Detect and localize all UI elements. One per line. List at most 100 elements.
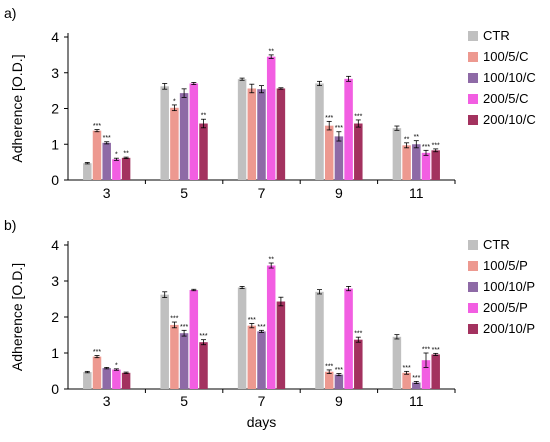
bar-ctr-day-9: [315, 83, 324, 180]
x-tick-label: 11: [409, 185, 424, 201]
x-tick-label: 3: [103, 393, 111, 409]
chart-panel-b: b)Adherence [O.D.]012343****5*********7*…: [4, 217, 535, 430]
legend-swatch: [468, 261, 478, 271]
bar-ctr-day-5: [160, 294, 169, 389]
significance-label: ***: [170, 316, 178, 323]
bar-200-5-p-day-7: [266, 265, 276, 389]
bar-100-10-p-day-11: [412, 382, 421, 389]
bar-200-5-c-day-9: [344, 78, 353, 180]
bar-100-10-c-day-3: [102, 142, 111, 180]
bar-ctr-day-5: [160, 86, 169, 180]
bar-100-5-c-day-3: [92, 130, 102, 180]
x-tick-label: 7: [258, 393, 266, 409]
bar-100-5-c-day-11: [402, 145, 411, 180]
x-tick-label: 5: [180, 393, 188, 409]
bar-ctr-day-11: [392, 128, 402, 180]
significance-label: ***: [325, 363, 333, 370]
bar-200-10-c-day-5: [199, 123, 208, 180]
x-tick-label: 7: [258, 185, 266, 201]
bar-100-10-c-day-9: [334, 136, 344, 180]
significance-label: ***: [325, 115, 333, 122]
significance-label: ***: [403, 365, 411, 372]
legend-entry: 200/10/C: [483, 112, 536, 127]
bar-200-10-p-day-3: [121, 372, 131, 389]
bar-200-5-c-day-11: [421, 152, 431, 180]
legend: CTR 100/5/C 100/10/C 200/5/C 200/10/C: [468, 28, 536, 127]
y-tick-label: 2: [51, 101, 59, 117]
y-tick-label: 1: [51, 136, 59, 152]
legend-entry: 200/5/P: [483, 300, 528, 315]
y-axis-label: Adherence [O.D.]: [9, 54, 25, 162]
significance-label: ***: [248, 317, 256, 324]
bar-ctr-day-7: [237, 79, 247, 180]
y-tick-label: 4: [51, 29, 59, 45]
significance-label: ***: [335, 125, 343, 132]
y-tick-label: 0: [51, 172, 59, 188]
bar-200-5-p-day-9: [344, 288, 353, 389]
bar-200-5-p-day-5: [189, 290, 199, 389]
bar-ctr-day-7: [237, 287, 247, 389]
x-tick-label: 9: [335, 185, 343, 201]
bar-200-5-c-day-5: [189, 83, 199, 180]
significance-label: **: [404, 136, 410, 143]
significance-label: **: [123, 151, 129, 158]
bar-100-10-c-day-7: [257, 89, 266, 180]
bar-100-5-p-day-11: [402, 372, 411, 389]
x-axis-label: days: [247, 414, 277, 430]
legend-entry: 200/5/C: [483, 91, 529, 106]
x-tick-label: 3: [103, 185, 111, 201]
bar-200-10-p-day-11: [431, 354, 440, 389]
legend-swatch: [468, 52, 478, 62]
significance-label: ***: [199, 333, 207, 340]
bar-200-10-p-day-7: [276, 301, 286, 389]
legend-entry: CTR: [483, 237, 510, 252]
significance-label: ***: [354, 113, 362, 120]
significance-label: ***: [93, 349, 101, 356]
significance-label: *: [115, 152, 118, 159]
significance-label: ***: [432, 142, 440, 149]
bar-ctr-day-3: [83, 163, 92, 180]
y-tick-label: 3: [51, 65, 59, 81]
legend-swatch: [468, 240, 478, 250]
legend: CTR 100/5/P 100/10/P 200/5/P 200/10/P: [468, 237, 535, 336]
significance-label: ***: [412, 375, 420, 382]
legend-swatch: [468, 73, 478, 83]
significance-label: ***: [422, 144, 430, 151]
significance-label: ***: [354, 331, 362, 338]
bar-ctr-day-11: [392, 336, 402, 389]
bar-100-5-p-day-3: [92, 356, 102, 389]
y-tick-label: 0: [51, 381, 59, 397]
significance-label: **: [414, 134, 420, 141]
bar-100-5-c-day-9: [324, 125, 334, 180]
legend-entry: 100/10/P: [483, 279, 535, 294]
legend-entry: 100/5/C: [483, 49, 529, 64]
bar-100-5-c-day-7: [247, 88, 257, 180]
bar-100-10-p-day-5: [179, 333, 189, 389]
significance-label: ***: [432, 347, 440, 354]
significance-label: *: [173, 98, 176, 105]
y-axis-label: Adherence [O.D.]: [9, 263, 25, 371]
bar-100-5-c-day-5: [170, 107, 179, 180]
panel-label: a): [4, 5, 16, 21]
y-tick-label: 1: [51, 345, 59, 361]
x-tick-label: 5: [180, 185, 188, 201]
significance-label: ***: [335, 367, 343, 374]
y-tick-label: 4: [51, 237, 59, 253]
legend-entry: CTR: [483, 28, 510, 43]
significance-label: **: [201, 113, 207, 120]
significance-label: ***: [422, 347, 430, 354]
bar-200-10-c-day-11: [431, 150, 440, 180]
bar-100-10-p-day-7: [257, 331, 266, 389]
significance-label: **: [268, 257, 274, 264]
bar-100-10-c-day-5: [179, 93, 189, 180]
bar-200-5-c-day-3: [112, 159, 121, 180]
panel-label: b): [4, 217, 16, 233]
bar-200-10-p-day-9: [354, 339, 363, 389]
y-tick-label: 2: [51, 309, 59, 325]
legend-entry: 200/10/P: [483, 321, 535, 336]
bar-200-10-c-day-9: [354, 123, 363, 180]
y-tick-label: 3: [51, 273, 59, 289]
legend-swatch: [468, 303, 478, 313]
